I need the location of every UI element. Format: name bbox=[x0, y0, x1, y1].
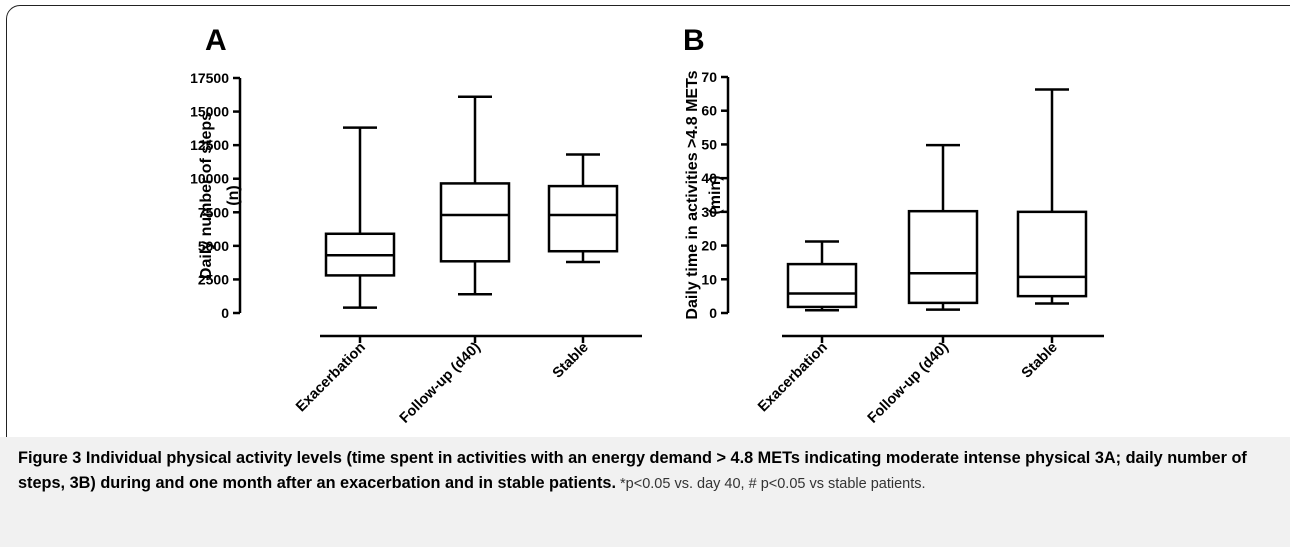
x-category-label: Stable bbox=[1019, 340, 1061, 382]
y-axis-title-unit: (min) bbox=[707, 175, 724, 214]
y-tick-label: 30 bbox=[701, 204, 717, 220]
figure-caption: Figure 3 Individual physical activity le… bbox=[18, 446, 1273, 497]
x-category-label: Follow-up (d40) bbox=[865, 339, 952, 426]
y-tick-label: 10 bbox=[701, 271, 717, 287]
y-tick-label: 0 bbox=[709, 305, 717, 321]
iqr-box bbox=[907, 209, 979, 305]
y-tick-label: 5000 bbox=[198, 238, 229, 254]
y-axis-title: Daily number of steps bbox=[198, 112, 215, 279]
caption-background bbox=[0, 437, 1290, 547]
panel-label: B bbox=[683, 24, 705, 57]
x-category-label: Exacerbation bbox=[293, 340, 369, 416]
y-tick-label: 40 bbox=[701, 170, 717, 186]
y-tick-label: 17500 bbox=[190, 70, 229, 86]
y-tick-label: 12500 bbox=[190, 137, 229, 153]
y-tick-label: 50 bbox=[701, 136, 717, 152]
x-category-label: Exacerbation bbox=[755, 340, 831, 416]
figure-canvas: A 0 2500 5000 7500 10000 12500 15000 17500 Daily … bbox=[190, 24, 1104, 427]
caption-notes: *p<0.05 vs. day 40, # p<0.05 vs stable p… bbox=[616, 476, 926, 492]
iqr-box bbox=[439, 182, 511, 263]
caption-title: Figure 3 Individual physical activity le… bbox=[18, 449, 1247, 492]
y-tick-label: 2500 bbox=[198, 271, 229, 287]
iqr-box bbox=[786, 262, 858, 309]
y-tick-label: 60 bbox=[701, 103, 717, 119]
y-tick-label: 10000 bbox=[190, 171, 229, 187]
y-tick-label: 7500 bbox=[198, 204, 229, 220]
y-axis-title-unit: (n) bbox=[225, 185, 242, 205]
panel-label: A bbox=[205, 24, 227, 57]
iqr-box bbox=[547, 184, 619, 253]
y-tick-label: 0 bbox=[221, 305, 229, 321]
y-tick-label: 70 bbox=[701, 69, 717, 85]
x-category-label: Follow-up (d40) bbox=[397, 339, 484, 426]
y-tick-label: 20 bbox=[701, 238, 717, 254]
x-category-label: Stable bbox=[550, 340, 592, 382]
y-axis-title: Daily time in activities >4.8 METs bbox=[684, 70, 701, 319]
iqr-box bbox=[1016, 210, 1088, 298]
y-tick-label: 15000 bbox=[190, 104, 229, 120]
